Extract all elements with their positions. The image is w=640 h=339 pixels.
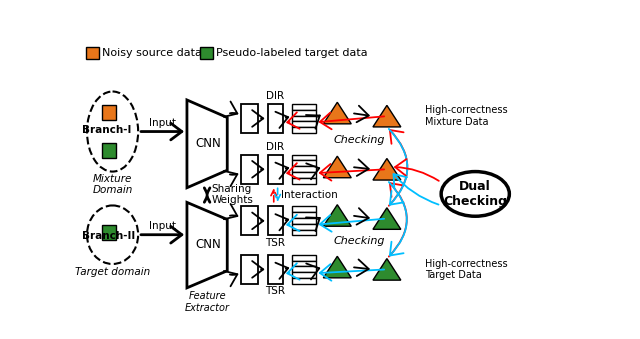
Text: High-correctness
Mixture Data: High-correctness Mixture Data (425, 105, 508, 127)
Ellipse shape (87, 92, 138, 172)
Bar (241, 104, 259, 133)
Bar (241, 155, 259, 184)
Bar (292, 266, 316, 272)
Polygon shape (187, 100, 227, 188)
Bar (292, 116, 316, 121)
Bar (102, 143, 116, 158)
Polygon shape (187, 202, 227, 288)
Polygon shape (323, 256, 351, 278)
Text: Target domain: Target domain (75, 267, 150, 277)
Text: Interaction: Interaction (281, 190, 337, 200)
Bar (292, 127, 316, 133)
Text: Checking: Checking (333, 135, 385, 145)
Bar (292, 104, 316, 110)
Text: TSR: TSR (266, 286, 285, 296)
Bar (292, 155, 316, 160)
Text: Mixture
Domain: Mixture Domain (92, 174, 132, 196)
Text: Branch-II: Branch-II (83, 231, 136, 241)
Bar (292, 230, 316, 236)
Text: Input: Input (148, 221, 175, 231)
Text: Checking: Checking (333, 236, 385, 246)
Bar (292, 178, 316, 184)
Bar (268, 255, 283, 284)
Text: DIR: DIR (266, 142, 284, 152)
Text: CNN: CNN (196, 137, 221, 151)
Bar (102, 225, 116, 240)
Bar (292, 278, 316, 284)
Bar (241, 255, 259, 284)
Text: Feature
Extractor: Feature Extractor (184, 291, 230, 313)
Bar (268, 206, 283, 236)
Text: Input: Input (148, 118, 175, 128)
Text: DIR: DIR (266, 91, 284, 101)
Bar (292, 121, 316, 127)
Bar (200, 47, 212, 59)
Bar (292, 255, 316, 261)
Polygon shape (373, 105, 401, 127)
Text: Noisy source data: Noisy source data (102, 48, 202, 58)
Bar (241, 206, 259, 236)
Bar (292, 261, 316, 266)
Bar (292, 166, 316, 172)
Polygon shape (323, 156, 351, 178)
Bar (292, 160, 316, 166)
Bar (86, 47, 99, 59)
Text: Branch-I: Branch-I (83, 125, 132, 135)
Bar (102, 105, 116, 120)
Polygon shape (323, 205, 351, 226)
Bar (292, 218, 316, 224)
Bar (292, 110, 316, 116)
Bar (292, 172, 316, 178)
Text: TSR: TSR (266, 238, 285, 248)
Text: Pseudo-labeled target data: Pseudo-labeled target data (216, 48, 367, 58)
Bar (268, 155, 283, 184)
Polygon shape (373, 208, 401, 229)
Ellipse shape (441, 172, 509, 216)
Text: High-correctness
Target Data: High-correctness Target Data (425, 259, 508, 280)
Bar (292, 272, 316, 278)
Polygon shape (323, 102, 351, 124)
Ellipse shape (87, 205, 138, 264)
Bar (292, 212, 316, 218)
Text: Sharing
Weights: Sharing Weights (212, 184, 253, 205)
Text: CNN: CNN (196, 238, 221, 251)
Text: Dual
Checking: Dual Checking (444, 180, 508, 208)
Polygon shape (373, 159, 401, 180)
Bar (268, 104, 283, 133)
Polygon shape (373, 259, 401, 280)
Bar (292, 206, 316, 212)
Bar (292, 224, 316, 230)
